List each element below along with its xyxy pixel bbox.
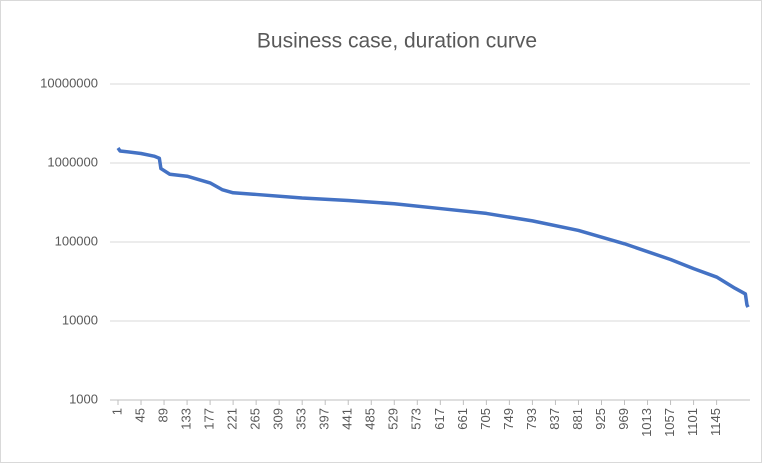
line-series	[116, 146, 750, 308]
x-tick-label: 1013	[639, 408, 654, 437]
x-tick-label: 485	[363, 408, 378, 430]
x-tick-label: 221	[225, 408, 240, 430]
x-tick-label: 1	[109, 408, 124, 415]
x-tick-label: 45	[132, 408, 147, 422]
x-tick-label: 1101	[685, 408, 700, 436]
chart-title: Business case, duration curve	[257, 30, 537, 53]
y-tick-label: 10000000	[40, 75, 98, 90]
x-tick-label: 749	[501, 408, 516, 430]
x-tick-label: 89	[155, 408, 170, 422]
x-tick-label: 1145	[708, 408, 723, 436]
x-tick-label: 133	[179, 408, 194, 430]
x-tick-label: 793	[524, 408, 539, 430]
x-tick-label: 925	[593, 408, 608, 430]
y-tick-label: 100000	[55, 233, 98, 248]
x-tick-label: 529	[386, 408, 401, 430]
y-tick-label: 10000	[62, 312, 98, 327]
x-tick-label: 617	[432, 408, 447, 430]
x-tick-label: 265	[248, 408, 263, 430]
x-tick-label: 397	[317, 408, 332, 430]
x-tick-label: 573	[409, 408, 424, 430]
x-tick-label: 969	[616, 408, 631, 430]
y-tick-label: 1000000	[47, 154, 98, 169]
x-tick-label: 441	[340, 408, 355, 430]
x-tick-label: 1057	[662, 408, 677, 437]
x-tick-label: 309	[271, 408, 286, 430]
x-tick-label: 881	[570, 408, 585, 430]
y-tick-label: 1000	[69, 391, 98, 406]
x-tick-label: 837	[547, 408, 562, 430]
x-tick-label: 661	[455, 408, 470, 430]
x-tick-label: 177	[202, 408, 217, 430]
x-tick-label: 705	[478, 408, 493, 430]
x-tick-label: 353	[294, 408, 309, 430]
